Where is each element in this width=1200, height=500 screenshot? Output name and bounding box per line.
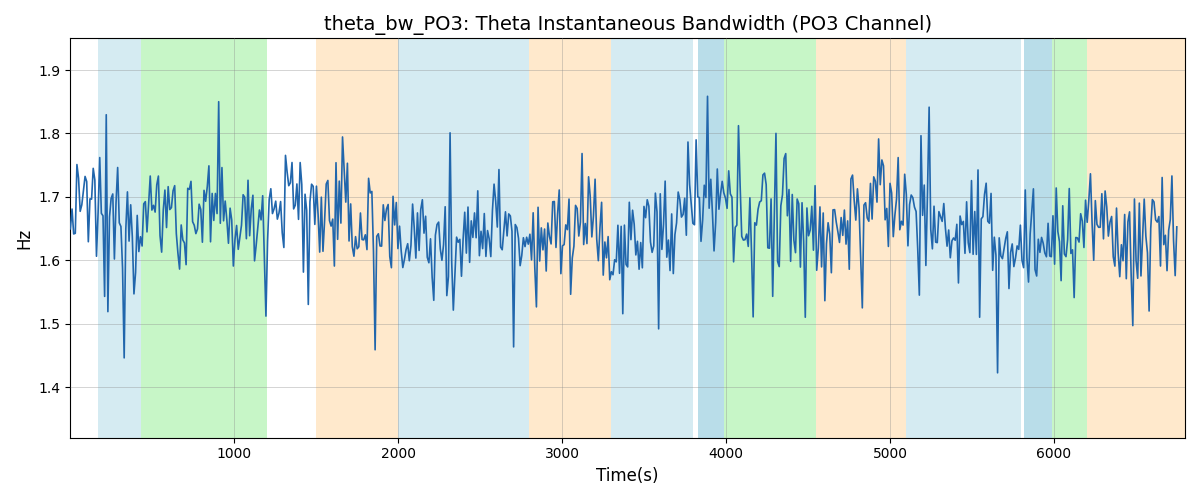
Bar [529,38,611,438]
Title: theta_bw_PO3: Theta Instantaneous Bandwidth (PO3 Channel): theta_bw_PO3: Theta Instantaneous Bandwi… [324,15,931,35]
Bar [906,38,1021,438]
Bar [1052,38,1087,438]
Bar [698,38,725,438]
X-axis label: Time(s): Time(s) [596,467,659,485]
Bar [1087,38,1186,438]
Bar [725,38,816,438]
Bar [816,38,906,438]
Bar [140,38,268,438]
Bar [611,38,694,438]
Bar [398,38,529,438]
Bar [1025,38,1052,438]
Bar [317,38,398,438]
Bar [98,38,140,438]
Y-axis label: Hz: Hz [14,228,32,248]
